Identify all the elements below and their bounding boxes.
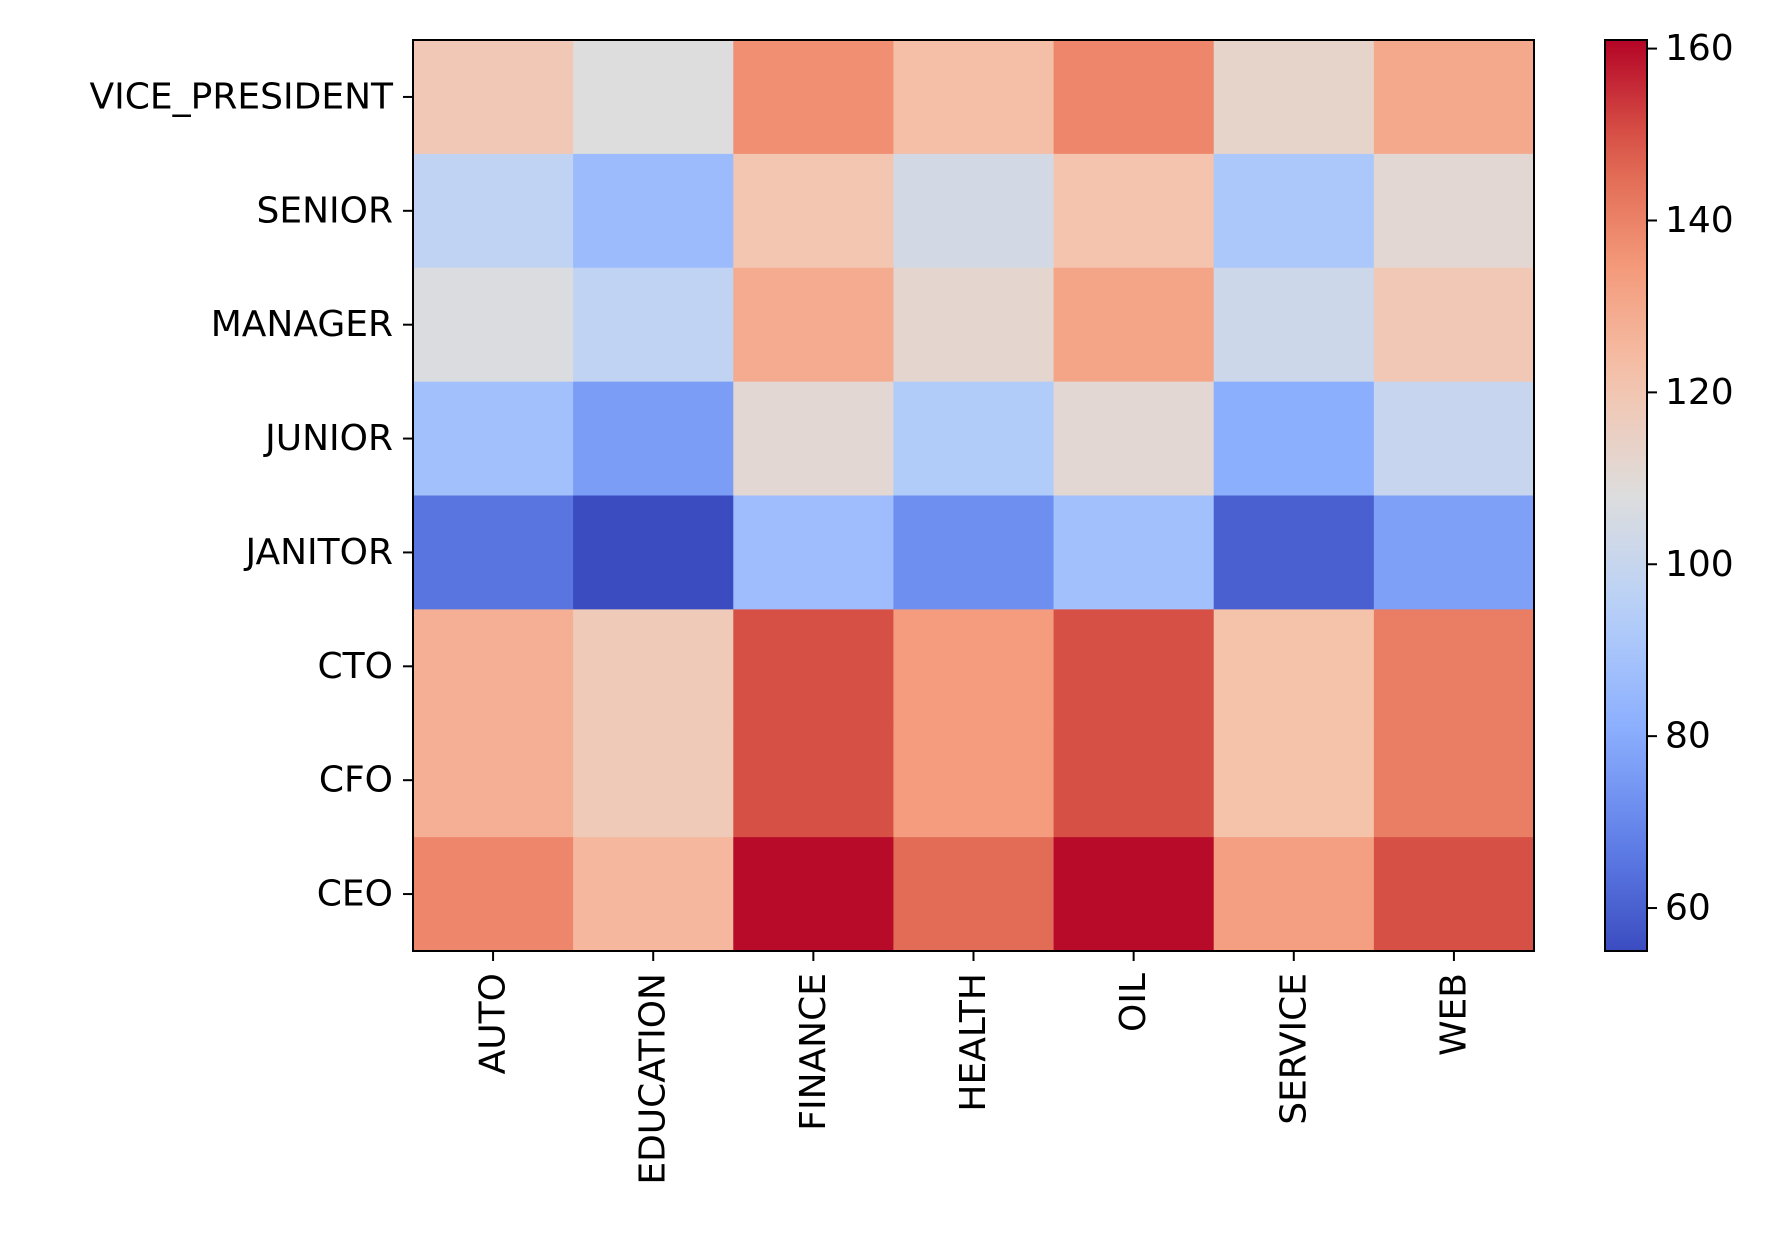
heatmap-cell [893, 837, 1055, 952]
x-tick-label: OIL [1113, 973, 1154, 1032]
heatmap-cell [573, 609, 734, 724]
heatmap-cell [1373, 267, 1535, 383]
heatmap-cell [1213, 837, 1375, 952]
x-tick-label: EDUCATION [633, 973, 674, 1185]
heatmap-cell [573, 495, 734, 610]
heatmap-cell [1213, 40, 1375, 155]
y-tick-label: CEO [317, 874, 393, 915]
x-tick-label: AUTO [473, 973, 514, 1074]
heatmap-cells [413, 40, 1535, 952]
heatmap-cell [893, 609, 1055, 724]
colorbar-tick-label: 80 [1665, 716, 1711, 757]
y-tick-label: SENIOR [257, 190, 394, 231]
y-tick-label: VICE_PRESIDENT [90, 76, 394, 117]
heatmap-cell [573, 723, 734, 838]
colorbar-tick-label: 140 [1665, 200, 1734, 241]
heatmap-cell [413, 40, 574, 155]
heatmap-cell [733, 495, 895, 610]
heatmap-cell [1053, 723, 1215, 838]
heatmap-cell [893, 723, 1055, 838]
heatmap-cell [413, 381, 574, 497]
heatmap-cell [733, 153, 895, 269]
colorbar-tick-label: 100 [1665, 544, 1734, 585]
heatmap-cell [413, 153, 574, 269]
heatmap-cell [413, 267, 574, 383]
heatmap-cell [1373, 609, 1535, 724]
heatmap-cell [893, 267, 1055, 383]
colorbar-tick-label: 160 [1665, 28, 1734, 69]
heatmap-cell [1053, 381, 1215, 497]
heatmap-cell [1053, 837, 1215, 952]
heatmap-cell [1053, 495, 1215, 610]
heatmap-cell [573, 837, 734, 952]
x-tick-label: SERVICE [1273, 973, 1314, 1125]
heatmap-cell [1053, 40, 1215, 155]
y-axis: VICE_PRESIDENT SENIOR MANAGER JUNIOR JANITOR… [90, 76, 413, 915]
y-tick-label: CFO [319, 760, 393, 801]
heatmap-cell [733, 609, 895, 724]
heatmap-cell [1373, 153, 1535, 269]
y-tick-label: JUNIOR [263, 418, 393, 459]
heatmap-cell [1053, 609, 1215, 724]
heatmap-cell [1213, 381, 1375, 497]
heatmap-cell [733, 40, 895, 155]
heatmap-cell [893, 495, 1055, 610]
heatmap-cell [733, 837, 895, 952]
heatmap-cell [413, 609, 574, 724]
heatmap-cell [733, 267, 895, 383]
y-tick-label: JANITOR [244, 532, 394, 573]
heatmap-cell [1373, 495, 1535, 610]
heatmap-cell [1373, 40, 1535, 155]
x-tick-label: WEB [1433, 973, 1474, 1056]
heatmap-cell [1213, 723, 1375, 838]
x-tick-label: FINANCE [793, 973, 834, 1131]
colorbar-axis: 60 80 100 120 140 160 [1647, 28, 1734, 929]
y-tick-label: MANAGER [211, 304, 393, 345]
heatmap-cell [573, 381, 734, 497]
heatmap-cell [1213, 153, 1375, 269]
colorbar [1604, 39, 1648, 952]
heatmap-cell [1213, 267, 1375, 383]
heatmap-cell [1373, 723, 1535, 838]
heatmap-cell [413, 837, 574, 952]
heatmap-cell [1373, 381, 1535, 497]
heatmap-cell [733, 723, 895, 838]
heatmap-cell [893, 381, 1055, 497]
heatmap-cell [733, 381, 895, 497]
heatmap-cell [1213, 495, 1375, 610]
heatmap-cell [1373, 837, 1535, 952]
y-tick-label: CTO [318, 646, 393, 687]
heatmap-cell [1053, 153, 1215, 269]
heatmap-cell [893, 153, 1055, 269]
heatmap-cell [893, 40, 1055, 155]
heatmap-cell [1053, 267, 1215, 383]
colorbar-tick-label: 60 [1665, 888, 1711, 929]
x-axis: AUTO EDUCATION FINANCE HEALTH OIL SERVICE WEB [473, 951, 1474, 1185]
heatmap-cell [413, 495, 574, 610]
heatmap-cell [573, 153, 734, 269]
heatmap-cell [573, 40, 734, 155]
heatmap-cell [413, 723, 574, 838]
colorbar-tick-label: 120 [1665, 372, 1734, 413]
x-tick-label: HEALTH [953, 973, 994, 1112]
heatmap-cell [1213, 609, 1375, 724]
heatmap-cell [573, 267, 734, 383]
